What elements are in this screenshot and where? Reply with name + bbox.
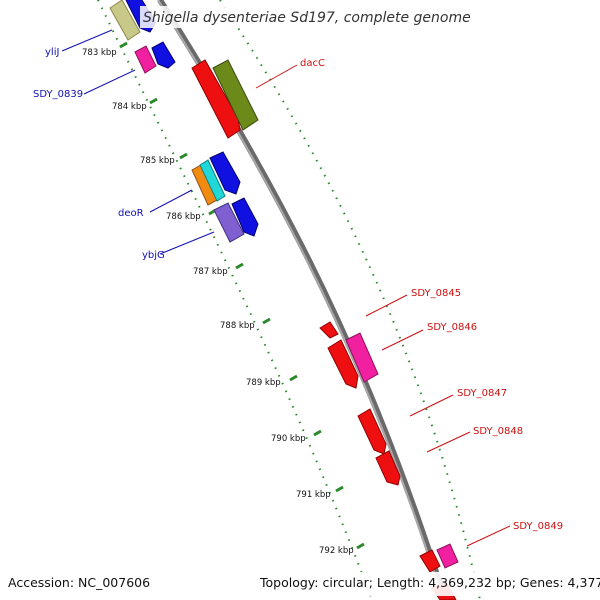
gene-SDY_0849[interactable]	[436, 543, 459, 569]
gene-dacC[interactable]	[191, 59, 241, 139]
major-ticks	[119, 41, 365, 550]
backbone	[157, 0, 448, 600]
gene-SDY_0848[interactable]	[375, 450, 401, 486]
kbp-label: 783 kbp	[82, 48, 117, 58]
gene-blue-3[interactable]	[209, 151, 241, 195]
kbp-label: 784 kbp	[112, 102, 147, 112]
genome-stats-text: Topology: circular; Length: 4,369,232 bp…	[259, 575, 600, 590]
gene-label-dacC[interactable]: dacC	[300, 58, 325, 69]
kbp-labels: 783 kbp 784 kbp 785 kbp 786 kbp 787 kbp …	[82, 48, 354, 556]
kbp-label: 785 kbp	[140, 156, 175, 166]
kbp-label: 788 kbp	[220, 321, 255, 331]
gene-blue-2[interactable]	[151, 41, 176, 69]
kbp-label: 791 kbp	[296, 490, 331, 500]
kbp-label: 787 kbp	[193, 267, 228, 277]
right-gene-labels: dacC SDY_0845 SDY_0846 SDY_0847 SDY_0848…	[300, 58, 563, 532]
gene-label-ybjG[interactable]: ybjG	[142, 250, 165, 261]
title-backdrop	[140, 6, 460, 28]
left-tick-rail	[97, 0, 373, 600]
gene-label-SDY_0846[interactable]: SDY_0846	[427, 322, 477, 333]
kbp-label: 792 kbp	[319, 546, 354, 556]
gene-red-0845[interactable]	[319, 321, 339, 339]
kbp-label: 789 kbp	[246, 378, 281, 388]
kbp-label: 786 kbp	[166, 212, 201, 222]
gene-SDY_0839[interactable]	[134, 45, 157, 74]
gene-label-SDY_0847[interactable]: SDY_0847	[457, 388, 507, 399]
gene-label-SDY_0849[interactable]: SDY_0849	[513, 521, 563, 532]
gene-red-0846a[interactable]	[327, 339, 359, 389]
gene-SDY_0846[interactable]	[345, 332, 379, 383]
kbp-label: 790 kbp	[271, 434, 306, 444]
accession-text: Accession: NC_007606	[8, 575, 150, 590]
gene-yliJ[interactable]	[109, 0, 141, 41]
left-gene-labels: yliJ SDY_0839 deoR ybjG	[33, 47, 165, 261]
left-leader-lines	[61, 29, 215, 255]
footer-backdrop	[0, 572, 600, 596]
right-leader-lines	[255, 64, 511, 547]
gene-label-SDY_0839[interactable]: SDY_0839	[33, 89, 83, 100]
gene-cyan[interactable]	[199, 159, 226, 202]
gene-olive[interactable]	[212, 59, 259, 131]
gene-blue-4[interactable]	[231, 197, 259, 237]
right-tick-rail	[219, 0, 481, 600]
gene-red-0849a[interactable]	[419, 549, 441, 573]
gene-label-SDY_0845[interactable]: SDY_0845	[411, 288, 461, 299]
gene-SDY_0847[interactable]	[357, 408, 387, 455]
gene-label-yliJ[interactable]: yliJ	[45, 47, 59, 58]
gene-ybjG[interactable]	[213, 202, 245, 243]
gene-label-deoR[interactable]: deoR	[118, 208, 144, 219]
map-title: Shigella dysenteriae Sd197, complete gen…	[143, 10, 471, 26]
gene-label-SDY_0848[interactable]: SDY_0848	[473, 426, 523, 437]
